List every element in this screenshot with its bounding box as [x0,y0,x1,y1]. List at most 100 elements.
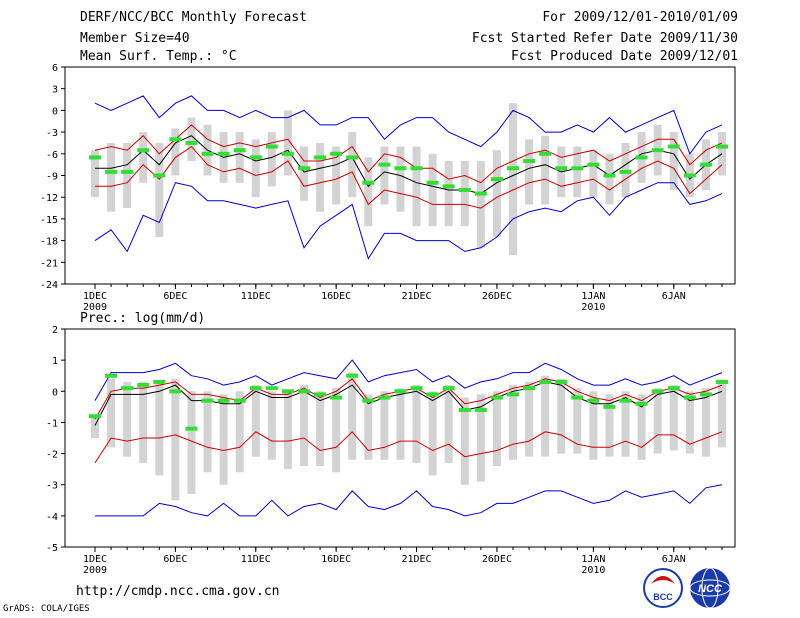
ensemble-marker [699,162,712,167]
ensemble-marker [169,389,182,394]
y-tick-label: -21 [40,258,58,269]
ensemble-marker [249,155,262,160]
x-tick-label: 26DEC [482,554,512,565]
bcc-logo-swoosh [651,576,675,584]
spread-box [203,391,212,473]
spread-box [396,388,405,460]
spread-box [492,150,501,237]
ensemble-marker [619,398,632,403]
y-tick-label: 3 [52,85,58,96]
ensemble-marker [362,398,375,403]
panel1-title: Mean Surf. Temp.: °C [80,49,237,64]
ensemble-marker [523,386,536,391]
ensemble-marker [378,162,391,167]
x-tick-label: 11DEC [241,554,271,565]
ensemble-marker [105,169,118,174]
ensemble-marker [716,379,728,384]
x-tick-sublabel: 2010 [581,302,605,313]
y-tick-label: -1 [46,418,58,429]
x-tick-label: 16DEC [321,554,351,565]
y-tick-label: -3 [46,481,58,492]
ensemble-marker [490,395,503,400]
ncc-logo-globe [690,568,730,608]
x-tick-label: 6DEC [163,291,187,302]
ensemble-marker [137,383,150,388]
spread-box [187,117,196,162]
ensemble-marker [89,155,101,160]
spread-box [476,394,485,482]
spread-box [283,391,292,470]
ncc-logo-text: NCC [698,583,723,595]
ensemble-marker [249,386,262,391]
website-url: http://cmdp.ncc.cma.gov.cn [76,584,280,599]
ensemble-marker [458,187,471,192]
spread-box [107,142,116,212]
ensemble-marker [635,155,648,160]
ensemble-marker [281,389,294,394]
x-tick-label: 1JAN [581,554,605,565]
spread-box [492,391,501,467]
chart-title: DERF/NCC/BCC Monthly Forecast [80,10,307,25]
ensemble-marker [217,151,230,156]
spread-box [171,378,180,501]
x-tick-label: 6DEC [163,554,187,565]
ensemble-marker [330,395,343,400]
ensemble-marker [394,389,407,394]
ensemble-marker [587,162,600,167]
y-tick-label: -18 [40,237,58,248]
series-line-upper [94,378,723,420]
y-tick-label: -15 [40,215,58,226]
y-tick-label: -12 [40,193,58,204]
series-line-mean [95,135,723,195]
ensemble-marker [571,166,584,171]
ensemble-marker [410,386,423,391]
x-tick-label: 1JAN [581,291,605,302]
ensemble-marker [185,140,198,145]
ensemble-marker [362,180,375,185]
ensemble-marker [474,407,487,412]
spread-box [380,391,389,460]
ensemble-marker [539,379,552,384]
ensemble-marker [555,379,568,384]
x-tick-label: 1DEC [83,554,107,565]
spread-box [107,378,116,448]
fcst-started-label: Fcst Started Refer Date 2009/11/30 [471,31,738,46]
ensemble-marker [667,144,680,149]
ensemble-marker [716,144,728,149]
spread-box [509,103,517,256]
ensemble-marker [619,169,632,174]
ensemble-marker [153,379,166,384]
ensemble-marker [539,151,552,156]
ensemble-marker [683,395,696,400]
spread-box [718,381,726,448]
y-tick-label: 6 [52,63,58,74]
ensemble-marker [201,151,214,156]
spread-box [605,153,614,205]
ensemble-marker [281,151,294,156]
spread-box [300,146,308,201]
spread-box [428,153,437,227]
ensemble-marker [507,166,519,171]
spread-box [155,381,164,476]
ensemble-marker [667,386,680,391]
series-line-max [94,95,723,155]
ensemble-marker [378,395,391,400]
spread-box [267,132,276,187]
spread-box [685,391,694,454]
ensemble-marker [298,166,310,171]
spread-box [605,394,614,457]
spread-box [91,416,99,438]
spread-box [267,391,276,460]
ensemble-marker [426,180,439,185]
spread-box [235,132,244,183]
ensemble-marker [603,173,616,178]
panel2-title: Prec.: log(mm/d) [80,311,206,326]
ensemble-marker [89,414,101,419]
ensemble-marker [474,191,487,196]
ensemble-marker [233,398,246,403]
ensemble-marker [651,148,664,153]
spread-box [460,397,469,485]
x-tick-label: 6JAN [662,291,686,302]
